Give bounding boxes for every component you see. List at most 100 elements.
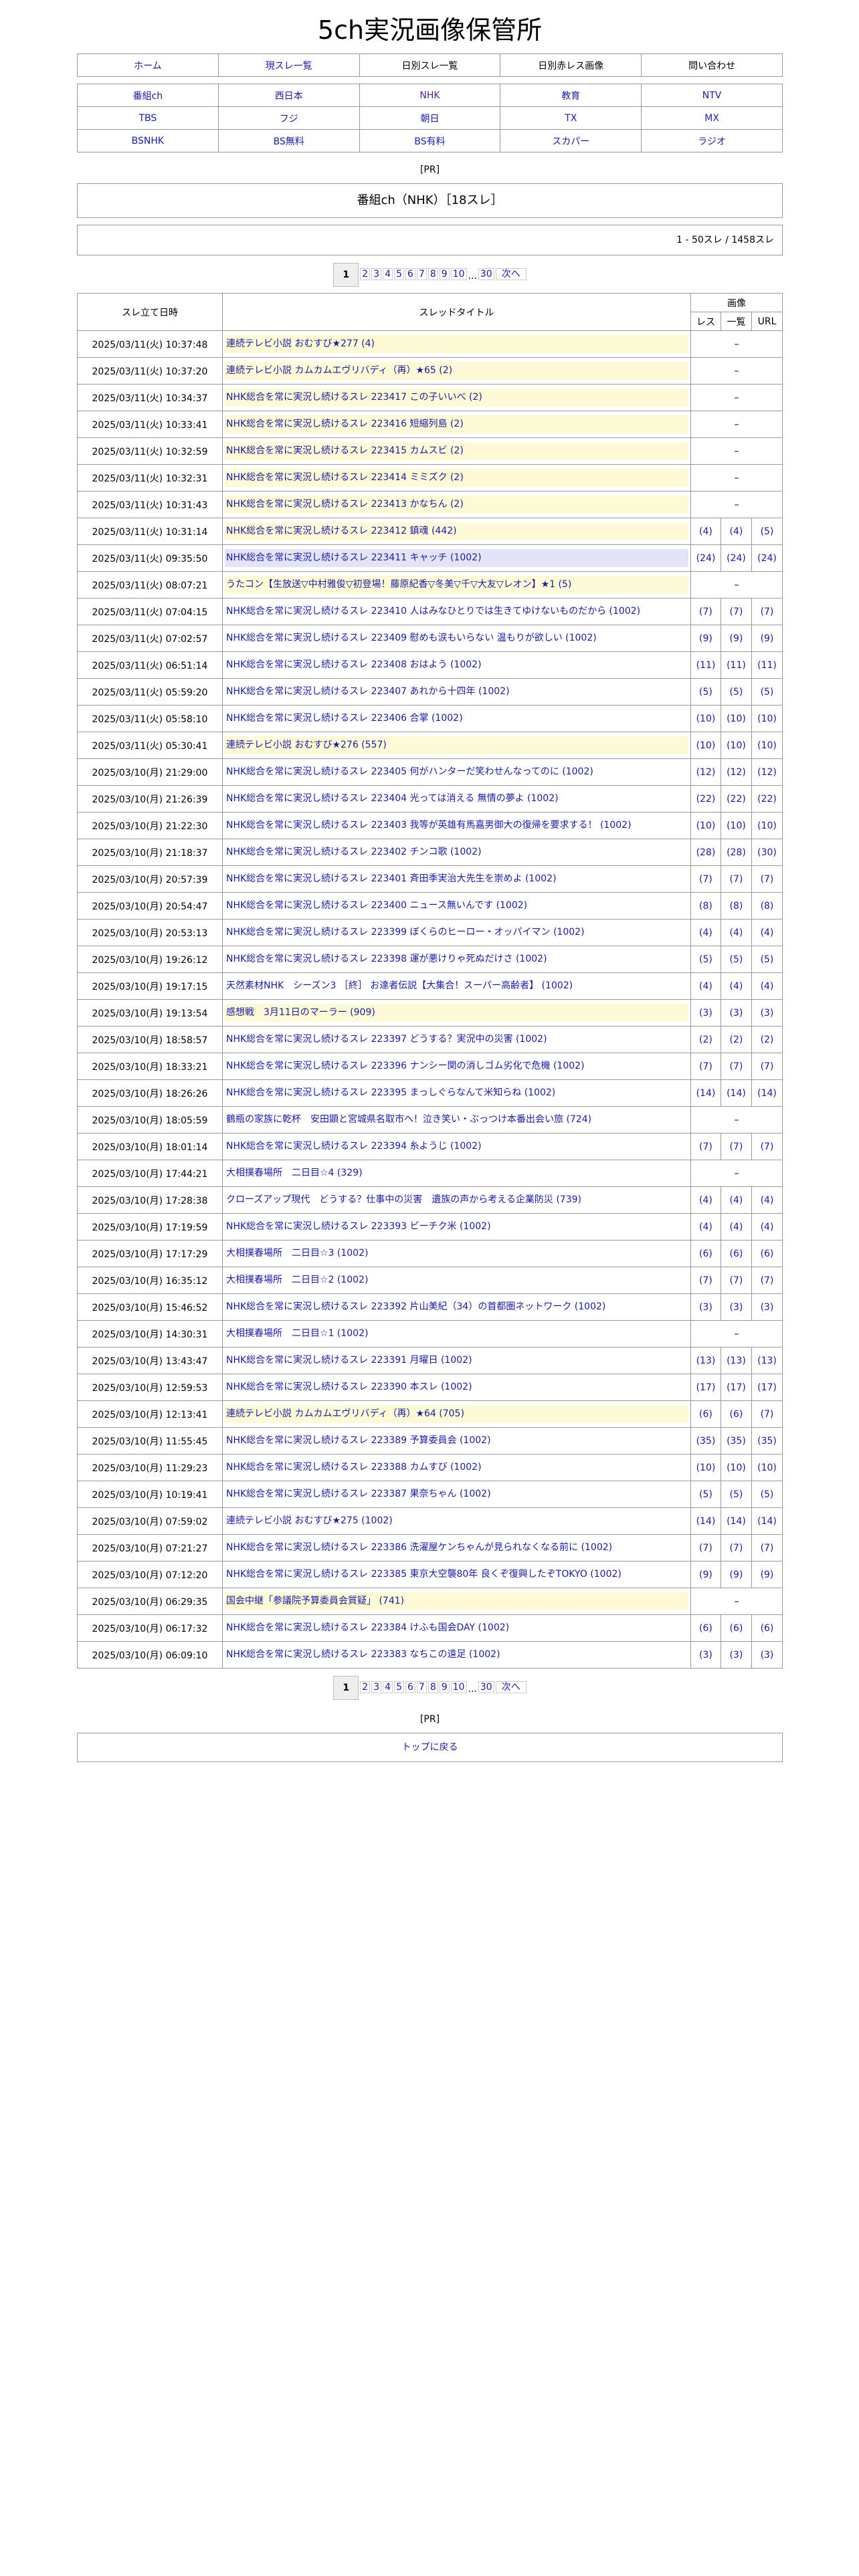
channel-link[interactable]: 西日本 xyxy=(274,90,303,102)
thread-title-link[interactable]: NHK総合を常に実況し続けるスレ 223396 ナンシー関の消しゴム劣化で危機 … xyxy=(226,1061,585,1071)
thread-title-link[interactable]: NHK総合を常に実況し続けるスレ 223414 ミミズク (2) xyxy=(225,469,688,487)
image-res-link[interactable]: (28) xyxy=(696,847,716,858)
thread-title-link[interactable]: 感想戦 3月11日のマーラー (909) xyxy=(225,1004,688,1022)
thread-title-link[interactable]: NHK総合を常に実況し続けるスレ 223386 洗濯屋ケンちゃんが見られなくなる… xyxy=(226,1542,613,1553)
thread-title-link[interactable]: 連続テレビ小説 おむすび★277 (4) xyxy=(225,335,688,353)
image-list-link[interactable]: (10) xyxy=(727,820,746,831)
back-to-top-link[interactable]: トップに戻る xyxy=(401,1742,458,1753)
thread-title-link[interactable]: NHK総合を常に実況し続けるスレ 223416 短縮列島 (2) xyxy=(225,415,688,433)
image-list-link[interactable]: (35) xyxy=(727,1435,746,1446)
channel-link[interactable]: BSNHK xyxy=(131,135,165,146)
thread-title-link[interactable]: NHK総合を常に実況し続けるスレ 223399 ぼくらのヒーロー・オッパイマン … xyxy=(226,927,585,938)
image-res-link[interactable]: (14) xyxy=(696,1515,716,1527)
thread-title-link[interactable]: NHK総合を常に実況し続けるスレ 223400 ニュース無いんです (1002) xyxy=(226,900,528,911)
image-list-link[interactable]: (9) xyxy=(729,1569,743,1580)
nav-item[interactable]: 日別スレ一覧 xyxy=(401,60,458,72)
image-list-link[interactable]: (7) xyxy=(729,873,743,885)
thread-title-link[interactable]: 連続テレビ小説 おむすび★276 (557) xyxy=(225,736,688,754)
image-res-link[interactable]: (7) xyxy=(699,873,712,885)
thread-title-link[interactable]: NHK総合を常に実況し続けるスレ 223417 この子いいべ (2) xyxy=(225,389,688,407)
image-res-link[interactable]: (5) xyxy=(699,686,712,697)
image-list-link[interactable]: (3) xyxy=(729,1301,743,1313)
page-link[interactable]: 1 xyxy=(333,263,359,287)
image-url-link[interactable]: (3) xyxy=(760,1649,774,1660)
image-url-link[interactable]: (7) xyxy=(760,1408,774,1420)
image-url-link[interactable]: (14) xyxy=(757,1515,777,1527)
thread-title-link[interactable]: 鶴瓶の家族に乾杯 安田顕と宮城県名取市へ！泣き笑い・ぶっつけ本番出会い旅 (72… xyxy=(226,1114,592,1125)
channel-link[interactable]: TX xyxy=(565,112,577,124)
thread-title-link[interactable]: NHK総合を常に実況し続けるスレ 223402 チンコ歌 (1002) xyxy=(226,847,482,857)
image-url-link[interactable]: (5) xyxy=(760,1489,774,1500)
thread-title-link[interactable]: NHK総合を常に実況し続けるスレ 223395 まっしぐらなんて米知らね (10… xyxy=(226,1087,556,1098)
image-res-link[interactable]: (4) xyxy=(699,980,712,992)
image-url-link[interactable]: (2) xyxy=(760,1034,774,1045)
page-link[interactable]: 9 xyxy=(439,1681,450,1693)
image-url-link[interactable]: (7) xyxy=(760,873,774,885)
image-url-link[interactable]: (7) xyxy=(760,1141,774,1152)
image-url-link[interactable]: (6) xyxy=(760,1622,774,1634)
channel-link[interactable]: BS無料 xyxy=(273,136,304,147)
image-url-link[interactable]: (4) xyxy=(760,980,774,992)
thread-title-link[interactable]: NHK総合を常に実況し続けるスレ 223383 なちこの遠足 (1002) xyxy=(226,1649,500,1660)
next-page-link[interactable]: 次へ xyxy=(495,1681,527,1693)
thread-title-link[interactable]: NHK総合を常に実況し続けるスレ 223406 合掌 (1002) xyxy=(226,713,463,724)
channel-link[interactable]: 教育 xyxy=(561,90,581,102)
image-res-link[interactable]: (13) xyxy=(696,1355,716,1366)
page-link[interactable]: 10 xyxy=(450,268,467,280)
nav-item[interactable]: 問い合わせ xyxy=(688,60,736,72)
thread-title-link[interactable]: 大相撲春場所 二日目☆2 (1002) xyxy=(226,1275,369,1285)
image-list-link[interactable]: (4) xyxy=(729,1194,743,1206)
image-res-link[interactable]: (6) xyxy=(699,1622,712,1634)
image-list-link[interactable]: (6) xyxy=(729,1622,743,1634)
image-list-link[interactable]: (8) xyxy=(729,900,743,911)
thread-title-link[interactable]: NHK総合を常に実況し続けるスレ 223398 運が悪けりゃ死ぬだけさ (100… xyxy=(226,954,547,964)
image-list-link[interactable]: (6) xyxy=(729,1248,743,1259)
page-link[interactable]: 7 xyxy=(416,1681,427,1693)
thread-title-link[interactable]: NHK総合を常に実況し続けるスレ 223403 我等が英雄有馬嘉男御大の復帰を要… xyxy=(226,820,632,831)
image-url-link[interactable]: (5) xyxy=(760,686,774,697)
image-list-link[interactable]: (17) xyxy=(727,1382,746,1393)
page-link[interactable]: 7 xyxy=(416,268,427,280)
thread-title-link[interactable]: うたコン【生放送▽中村雅俊▽初登場！藤原紀香▽冬美▽千▽大友▽レオン】★1 (5… xyxy=(225,576,688,594)
image-list-link[interactable]: (10) xyxy=(727,713,746,724)
image-list-link[interactable]: (4) xyxy=(729,1221,743,1232)
thread-title-link[interactable]: NHK総合を常に実況し続けるスレ 223409 慰めも涙もいらない 温もりが欲し… xyxy=(226,633,597,643)
thread-title-link[interactable]: NHK総合を常に実況し続けるスレ 223389 予算委員会 (1002) xyxy=(226,1435,491,1446)
thread-title-link[interactable]: 大相撲春場所 二日目☆1 (1002) xyxy=(226,1328,369,1339)
nav-item[interactable]: 現スレ一覧 xyxy=(265,60,312,72)
page-link[interactable]: 8 xyxy=(427,268,438,280)
thread-title-link[interactable]: NHK総合を常に実況し続けるスレ 223387 果奈ちゃん (1002) xyxy=(226,1489,491,1499)
image-url-link[interactable]: (4) xyxy=(760,927,774,938)
image-url-link[interactable]: (3) xyxy=(760,1301,774,1313)
thread-title-link[interactable]: 国会中継「参議院予算委員会質疑」 (741) xyxy=(225,1592,688,1610)
image-url-link[interactable]: (22) xyxy=(757,793,777,804)
image-list-link[interactable]: (9) xyxy=(729,633,743,644)
image-list-link[interactable]: (11) xyxy=(727,659,746,671)
image-list-link[interactable]: (5) xyxy=(729,954,743,965)
image-list-link[interactable]: (24) xyxy=(727,552,746,564)
image-res-link[interactable]: (4) xyxy=(699,1194,712,1206)
thread-title-link[interactable]: NHK総合を常に実況し続けるスレ 223388 カムすび (1002) xyxy=(226,1462,482,1473)
next-page-link[interactable]: 次へ xyxy=(495,268,527,280)
page-link[interactable]: 3 xyxy=(371,1681,382,1693)
channel-link[interactable]: TBS xyxy=(138,112,157,124)
thread-title-link[interactable]: NHK総合を常に実況し続けるスレ 223415 カムスビ (2) xyxy=(225,442,688,460)
image-url-link[interactable]: (7) xyxy=(760,1275,774,1286)
image-list-link[interactable]: (28) xyxy=(727,847,746,858)
image-url-link[interactable]: (3) xyxy=(760,1007,774,1018)
image-list-link[interactable]: (7) xyxy=(729,1061,743,1072)
image-list-link[interactable]: (14) xyxy=(727,1515,746,1527)
thread-title-link[interactable]: NHK総合を常に実況し続けるスレ 223405 何がハンターだ笑わせんなってのに… xyxy=(226,766,593,777)
image-url-link[interactable]: (35) xyxy=(757,1435,777,1446)
image-url-link[interactable]: (4) xyxy=(760,1221,774,1232)
thread-title-link[interactable]: NHK総合を常に実況し続けるスレ 223390 本スレ (1002) xyxy=(226,1382,472,1392)
image-res-link[interactable]: (6) xyxy=(699,1408,712,1420)
channel-link[interactable]: 朝日 xyxy=(420,113,440,124)
channel-link[interactable]: スカパー xyxy=(552,136,590,147)
page-link[interactable]: 4 xyxy=(383,268,393,280)
page-link[interactable]: 4 xyxy=(383,1681,393,1693)
channel-link[interactable]: フジ xyxy=(279,113,298,124)
thread-title-link[interactable]: NHK総合を常に実況し続けるスレ 223412 鎮魂 (442) xyxy=(225,522,688,540)
nav-item[interactable]: 日別赤レス画像 xyxy=(538,60,604,72)
thread-title-link[interactable]: NHK総合を常に実況し続けるスレ 223404 光っては消える 無情の夢よ (1… xyxy=(226,793,559,804)
